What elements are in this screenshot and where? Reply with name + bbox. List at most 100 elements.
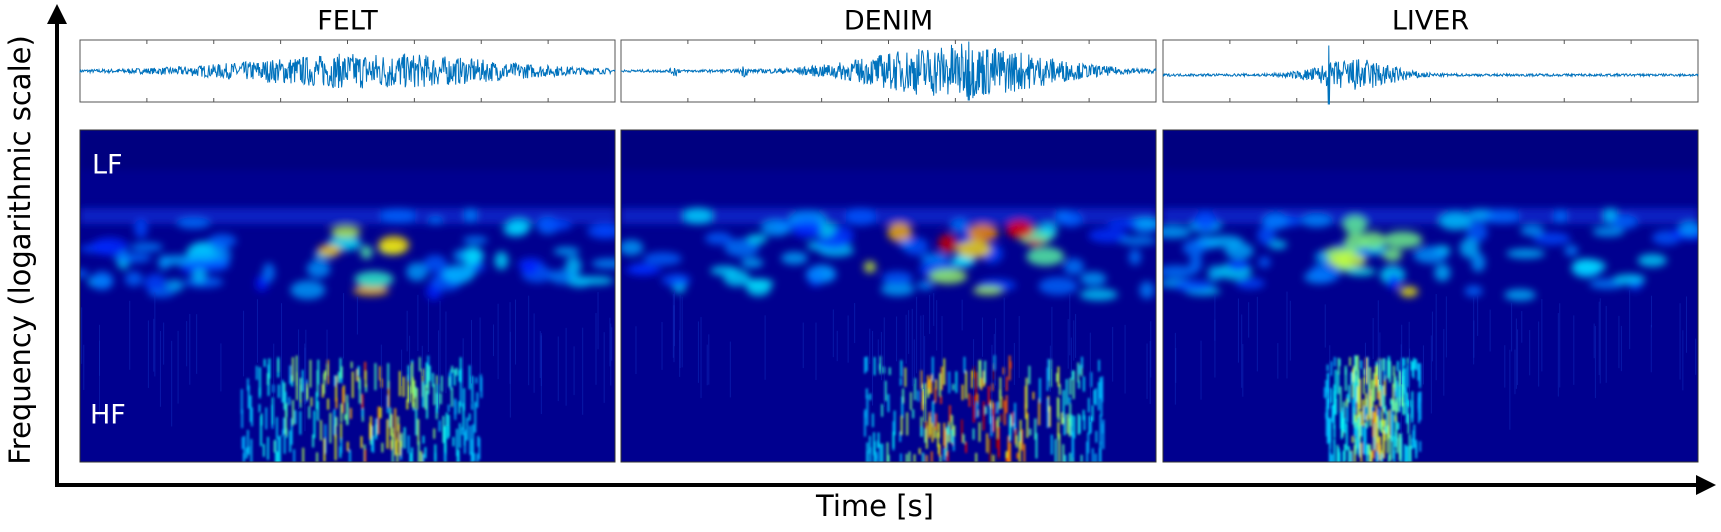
- hf-streak: [1071, 370, 1074, 380]
- hf-streak: [1371, 379, 1374, 408]
- blob: [463, 246, 483, 266]
- hf-streak: [1402, 384, 1405, 416]
- blob: [863, 261, 876, 273]
- blob: [1309, 263, 1341, 283]
- hf-streak: [986, 433, 989, 453]
- faint-streak: [1650, 324, 1652, 373]
- hf-streak: [1099, 414, 1102, 445]
- blob: [1080, 271, 1107, 286]
- hf-streak: [266, 373, 269, 386]
- faint-streak: [1242, 344, 1244, 397]
- hf-streak: [387, 380, 390, 408]
- faint-streak: [565, 327, 567, 406]
- hf-streak: [312, 434, 315, 448]
- hf-streak: [1394, 376, 1397, 392]
- faint-streak: [1150, 321, 1152, 378]
- faint-streak: [764, 315, 766, 380]
- hf-streak: [1408, 434, 1411, 462]
- blob: [591, 258, 615, 269]
- hf-streak: [1072, 431, 1075, 458]
- hf-streak: [291, 357, 294, 382]
- hf-streak: [1342, 401, 1345, 422]
- hf-streak: [442, 415, 445, 443]
- hf-streak: [873, 357, 876, 376]
- hf-streak: [1345, 423, 1348, 451]
- hf-streak: [1367, 383, 1370, 399]
- hf-streak: [395, 440, 398, 455]
- faint-streak: [981, 317, 983, 357]
- hf-streak: [1375, 423, 1378, 452]
- faint-streak: [1509, 349, 1511, 430]
- blob: [625, 264, 662, 276]
- hf-streak: [1360, 442, 1363, 462]
- hf-streak: [1359, 411, 1362, 427]
- spectrogram: [1163, 130, 1698, 462]
- blob: [1063, 258, 1085, 275]
- faint-streak: [1541, 298, 1543, 372]
- hf-streak: [906, 412, 909, 436]
- faint-streak: [1620, 325, 1622, 372]
- hf-streak: [371, 426, 374, 452]
- hf-streak: [262, 443, 265, 457]
- hf-streak: [1350, 452, 1353, 462]
- blob: [704, 231, 733, 245]
- hf-streak: [1412, 361, 1415, 379]
- hf-streak: [912, 409, 915, 419]
- hf-streak: [1365, 357, 1368, 384]
- faint-streak: [1618, 315, 1620, 369]
- hf-streak: [1021, 429, 1024, 451]
- hf-streak: [1396, 361, 1399, 372]
- hf-streak: [1390, 400, 1393, 411]
- hf-streak: [1068, 396, 1071, 404]
- blob: [1006, 220, 1034, 239]
- faint-streak: [83, 344, 85, 390]
- hf-streak: [305, 383, 308, 400]
- blob: [379, 208, 417, 224]
- hf-streak: [400, 432, 403, 448]
- hf-streak: [1383, 358, 1386, 381]
- hf-streak: [1328, 396, 1331, 409]
- blob: [1209, 235, 1244, 248]
- hf-streak: [1098, 359, 1101, 372]
- hf-streak: [1018, 441, 1021, 462]
- faint-streak: [1003, 297, 1005, 388]
- hf-streak: [444, 426, 447, 453]
- hf-streak: [452, 437, 455, 447]
- hf-streak: [1354, 396, 1357, 414]
- hf-streak: [480, 377, 483, 398]
- hf-streak: [1370, 451, 1373, 462]
- faint-streak: [445, 311, 447, 394]
- blob: [781, 251, 808, 265]
- hf-streak: [290, 418, 293, 445]
- hf-streak: [996, 401, 999, 414]
- hf-streak: [1077, 362, 1080, 383]
- hf-streak: [365, 384, 368, 393]
- hf-streak: [422, 435, 425, 444]
- faint-streak: [326, 329, 328, 388]
- hf-streak: [324, 424, 327, 454]
- hf-label: HF: [90, 400, 126, 431]
- hf-streak: [922, 452, 925, 462]
- hf-streak: [1035, 433, 1038, 459]
- hf-streak: [379, 366, 382, 381]
- hf-streak: [913, 454, 916, 462]
- faint-streak: [993, 333, 995, 388]
- spectrogram-frame: [79, 129, 616, 463]
- hf-streak: [901, 396, 904, 418]
- blob: [144, 273, 167, 293]
- hf-streak: [434, 452, 437, 462]
- faint-streak: [528, 295, 530, 386]
- hf-streak: [1023, 444, 1026, 462]
- hf-streak: [428, 365, 431, 381]
- hf-streak: [263, 358, 266, 367]
- panel: DENIM: [620, 6, 1157, 463]
- hf-streak: [1377, 408, 1380, 429]
- faint-streak: [836, 330, 838, 362]
- faint-streak: [1013, 342, 1015, 385]
- hf-streak: [250, 439, 253, 462]
- hf-streak: [972, 428, 975, 440]
- hf-streak: [1375, 451, 1378, 462]
- hf-streak: [952, 383, 955, 391]
- faint-streak: [1329, 345, 1331, 411]
